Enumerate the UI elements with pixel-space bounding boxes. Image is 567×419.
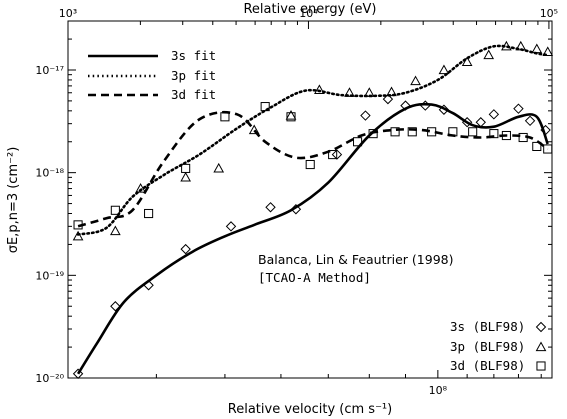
legend-marker-triangle bbox=[535, 341, 547, 352]
data-point-diamond bbox=[72, 368, 84, 379]
annotation-line-1: Balanca, Lin & Feautrier (1998) bbox=[258, 252, 453, 267]
data-point-square bbox=[390, 127, 400, 137]
legend-marker-diamond bbox=[535, 321, 547, 333]
data-point-diamond bbox=[524, 115, 536, 127]
y-axis-label: σE,p,n=3 (cm⁻²) bbox=[6, 147, 21, 254]
data-point-triangle bbox=[461, 56, 473, 66]
data-point-triangle bbox=[72, 230, 84, 241]
legend-label-3s-fit: 3s fit bbox=[171, 48, 216, 63]
data-point-square bbox=[368, 129, 378, 139]
data-point-square bbox=[448, 127, 458, 137]
legend-label-3p-blf98: 3p (BLF98) bbox=[450, 339, 525, 354]
data-point-diamond bbox=[540, 124, 551, 136]
legend-fits: 3s fit 3p fit 3d fit bbox=[88, 48, 216, 102]
data-point-diamond bbox=[265, 202, 276, 213]
data-point-triangle bbox=[363, 87, 375, 97]
data-point-square bbox=[501, 130, 511, 141]
data-point-triangle bbox=[285, 110, 297, 120]
axis-ticks bbox=[67, 20, 552, 379]
legend-label-3d-fit: 3d fit bbox=[171, 87, 216, 102]
data-point-square bbox=[353, 137, 363, 147]
data-point-diamond bbox=[420, 100, 431, 111]
data-point-square bbox=[286, 112, 296, 122]
data-point-square bbox=[260, 102, 270, 112]
data-point-triangle bbox=[483, 49, 495, 60]
data-point-diamond bbox=[143, 280, 154, 291]
data-point-triangle bbox=[501, 40, 512, 51]
data-point-triangle bbox=[531, 43, 543, 54]
data-point-triangle bbox=[410, 75, 421, 86]
fit-curve-3p bbox=[76, 44, 549, 236]
y-tick-label: 10⁻¹⁹ bbox=[35, 269, 64, 282]
data-point-triangle bbox=[314, 84, 325, 94]
data-point-triangle bbox=[213, 162, 225, 173]
data-point-diamond bbox=[290, 204, 302, 215]
data-point-square bbox=[468, 127, 478, 137]
data-point-square bbox=[532, 141, 542, 151]
data-point-triangle bbox=[180, 171, 192, 182]
annotation-line-2: [TCAO-A Method] bbox=[258, 270, 371, 285]
x2-tick-label: 10⁴ bbox=[299, 7, 318, 20]
data-points bbox=[72, 40, 554, 379]
fit-curve-3s bbox=[76, 102, 549, 375]
data-point-triangle bbox=[248, 124, 260, 135]
legend-label-3s-blf98: 3s (BLF98) bbox=[450, 319, 525, 334]
data-point-square bbox=[305, 159, 315, 170]
legend-points: 3s (BLF98) 3p (BLF98) 3d (BLF98) bbox=[450, 319, 547, 373]
data-point-diamond bbox=[438, 104, 450, 115]
data-point-square bbox=[73, 220, 83, 230]
data-point-diamond bbox=[180, 243, 191, 255]
data-point-square bbox=[489, 129, 499, 139]
data-point-triangle bbox=[344, 87, 355, 97]
data-point-square bbox=[518, 132, 528, 143]
data-point-diamond bbox=[461, 117, 473, 128]
data-point-diamond bbox=[400, 100, 411, 111]
x-tick-label: 10⁸ bbox=[429, 384, 448, 397]
legend-label-3d-blf98: 3d (BLF98) bbox=[450, 358, 525, 373]
data-point-diamond bbox=[382, 93, 394, 105]
x2-tick-label: 10⁵ bbox=[540, 7, 558, 20]
data-point-square bbox=[110, 205, 120, 215]
data-point-diamond bbox=[513, 103, 524, 114]
data-point-square bbox=[220, 112, 230, 122]
legend-marker-square bbox=[536, 361, 546, 371]
plot-frame bbox=[67, 20, 553, 379]
x2-tick-label: 10³ bbox=[59, 7, 77, 20]
data-point-square bbox=[407, 127, 417, 137]
y-tick-label: 10⁻¹⁷ bbox=[35, 64, 64, 77]
data-point-diamond bbox=[488, 109, 500, 120]
data-point-square bbox=[181, 163, 191, 173]
data-point-diamond bbox=[475, 117, 486, 128]
x2-axis-label: Relative energy (eV) bbox=[243, 2, 376, 17]
data-point-triangle bbox=[386, 86, 397, 97]
data-point-triangle bbox=[438, 64, 450, 75]
legend-label-3p-fit: 3p fit bbox=[171, 68, 216, 83]
data-point-triangle bbox=[110, 225, 121, 236]
data-point-triangle bbox=[515, 40, 527, 51]
y-tick-label: 10⁻²⁰ bbox=[35, 372, 64, 385]
tick-labels: 10⁻²⁰ 10⁻¹⁹ 10⁻¹⁸ 10⁻¹⁷ 10⁸ 10³ 10⁴ 10⁵ bbox=[35, 7, 558, 397]
data-point-square bbox=[427, 127, 437, 137]
data-point-square bbox=[144, 208, 154, 219]
annotation: Balanca, Lin & Feautrier (1998) [TCAO-A … bbox=[258, 252, 453, 285]
data-point-triangle bbox=[135, 183, 146, 193]
data-point-square bbox=[328, 150, 338, 160]
data-point-diamond bbox=[360, 110, 371, 121]
legend-markers bbox=[535, 321, 547, 371]
data-point-diamond bbox=[225, 221, 237, 232]
data-point-diamond bbox=[110, 301, 121, 312]
data-point-triangle bbox=[542, 46, 554, 57]
y-tick-label: 10⁻¹⁸ bbox=[35, 167, 64, 180]
x-axis-label: Relative velocity (cm s⁻¹) bbox=[228, 402, 392, 417]
data-point-square bbox=[543, 144, 553, 154]
